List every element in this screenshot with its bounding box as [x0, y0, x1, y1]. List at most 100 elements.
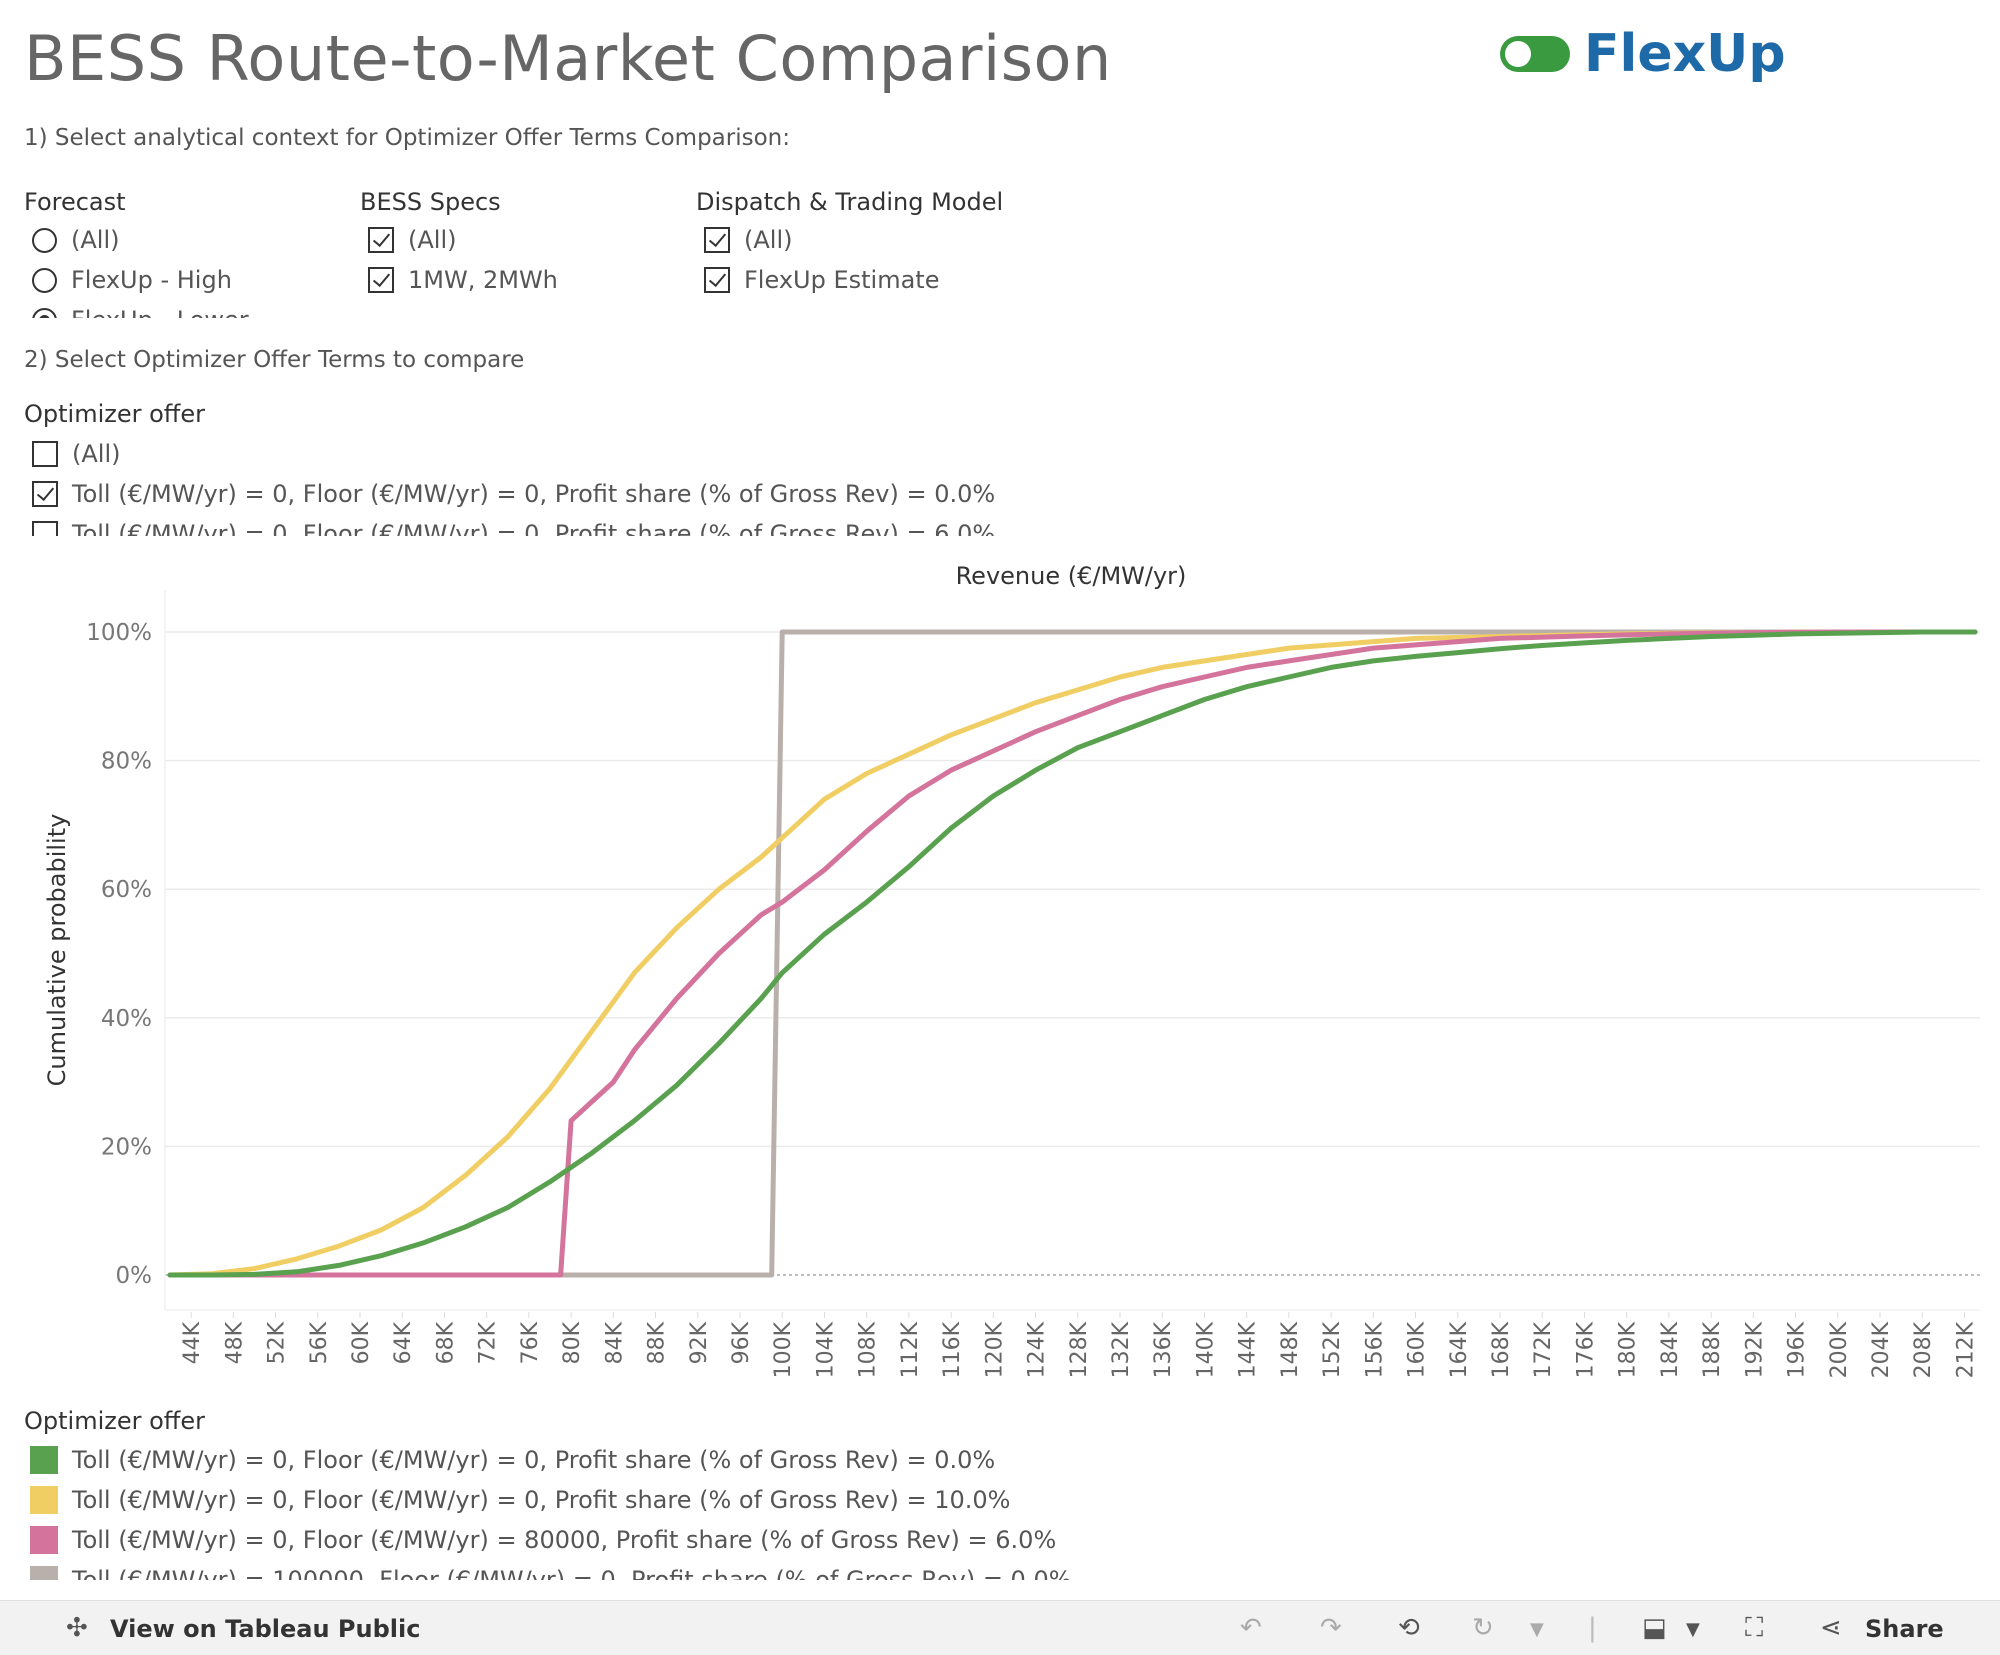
cdf-chart: 0% 20% 40% 60% 80% 100% 44K 48K 52K 56K 60K 64K 68K 7…	[43, 562, 1980, 1378]
forecast-option[interactable]: (All)	[32, 226, 119, 254]
page-title: BESS Route-to-Market Comparison	[24, 22, 1112, 95]
forecast-option[interactable]: FlexUp - High	[32, 266, 232, 294]
y-tick-label: 80%	[101, 749, 152, 775]
x-tick-label: 88K	[645, 1321, 670, 1364]
checkbox-icon[interactable]	[32, 521, 58, 536]
x-tick-label: 156K	[1362, 1321, 1387, 1378]
forecast-option[interactable]: FlexUp - Lower	[32, 306, 249, 318]
legend-swatch	[30, 1486, 58, 1514]
offer-option[interactable]: (All)	[32, 440, 120, 468]
share-button[interactable]: Share	[1865, 1615, 1944, 1643]
x-tick-label: 80K	[560, 1321, 585, 1364]
x-tick-label: 60K	[349, 1321, 374, 1364]
forecast-filter-title: Forecast	[24, 188, 126, 216]
checkbox-checked-icon[interactable]	[32, 481, 58, 507]
chart-title: Revenue (€/MW/yr)	[956, 562, 1187, 590]
revert-icon[interactable]: ⟲	[1398, 1613, 1420, 1643]
x-tick-label: 208K	[1911, 1321, 1936, 1378]
checkbox-checked-icon[interactable]	[704, 267, 730, 293]
legend-item[interactable]: Toll (€/MW/yr) = 0, Floor (€/MW/yr) = 0,…	[30, 1446, 995, 1474]
offer-option[interactable]: Toll (€/MW/yr) = 0, Floor (€/MW/yr) = 0,…	[32, 520, 995, 536]
pause-dropdown-icon[interactable]: ▼	[1530, 1619, 1544, 1640]
radio-icon[interactable]	[32, 227, 57, 253]
x-tick-label: 148K	[1278, 1321, 1303, 1378]
series-line[interactable]	[167, 629, 1978, 1278]
x-tick-label: 160K	[1405, 1321, 1430, 1378]
undo-icon[interactable]: ↶	[1240, 1613, 1262, 1643]
x-tick-label: 44K	[180, 1321, 205, 1364]
radio-icon[interactable]	[32, 267, 57, 293]
y-tick-label: 0%	[116, 1263, 153, 1289]
specs-option[interactable]: 1MW, 2MWh	[368, 266, 558, 294]
logo-text: FlexUp	[1584, 24, 1786, 84]
x-tick-label: 188K	[1700, 1321, 1725, 1378]
y-axis-label: Cumulative probability	[43, 814, 71, 1087]
x-tick-label: 176K	[1573, 1321, 1598, 1378]
x-tick-label: 200K	[1827, 1321, 1852, 1378]
redo-icon[interactable]: ↷	[1320, 1613, 1342, 1643]
legend-swatch	[30, 1566, 58, 1580]
x-tick-label: 100K	[771, 1321, 796, 1378]
x-tick-label: 112K	[898, 1321, 923, 1378]
x-tick-label: 108K	[856, 1321, 881, 1378]
checkbox-icon[interactable]	[32, 441, 58, 467]
dispatch-filter-title: Dispatch & Trading Model	[696, 188, 1004, 216]
view-on-tableau-link[interactable]: View on Tableau Public	[110, 1615, 421, 1643]
x-tick-label: 172K	[1531, 1321, 1556, 1378]
x-tick-label: 92K	[687, 1321, 712, 1364]
x-tick-label: 184K	[1658, 1321, 1683, 1378]
forecast-filter: (All) FlexUp - High FlexUp - Lower	[30, 222, 350, 318]
y-tick-label: 40%	[101, 1006, 152, 1032]
offer-filter: (All) Toll (€/MW/yr) = 0, Floor (€/MW/yr…	[30, 436, 1030, 536]
download-icon[interactable]: ⬓	[1642, 1613, 1667, 1643]
tableau-toolbar: ✣ View on Tableau Public ↶ ↷ ⟲ ↻ ▼ | ⬓ ▼…	[0, 1600, 2000, 1655]
share-icon[interactable]: ⋖	[1820, 1613, 1842, 1643]
y-tick-label: 20%	[101, 1134, 152, 1160]
x-tick-label: 84K	[602, 1321, 627, 1364]
legend-item[interactable]: Toll (€/MW/yr) = 100000, Floor (€/MW/yr)…	[30, 1566, 1072, 1580]
x-tick-label: 140K	[1193, 1321, 1218, 1378]
offer-filter-title: Optimizer offer	[24, 400, 205, 428]
download-dropdown-icon[interactable]: ▼	[1686, 1619, 1700, 1640]
legend-item[interactable]: Toll (€/MW/yr) = 0, Floor (€/MW/yr) = 0,…	[30, 1486, 1010, 1514]
legend-swatch	[30, 1526, 58, 1554]
x-tick-label: 116K	[940, 1321, 965, 1378]
x-tick-label: 204K	[1869, 1321, 1894, 1378]
x-tick-label: 72K	[476, 1321, 501, 1364]
radio-selected-icon[interactable]	[32, 307, 57, 318]
y-tick-label: 60%	[101, 877, 152, 903]
flexup-logo: FlexUp	[1500, 28, 1786, 80]
x-tick-label: 212K	[1953, 1321, 1978, 1378]
x-tick-label: 192K	[1742, 1321, 1767, 1378]
legend-item[interactable]: Toll (€/MW/yr) = 0, Floor (€/MW/yr) = 80…	[30, 1526, 1056, 1554]
toggle-icon	[1500, 36, 1570, 72]
dispatch-option[interactable]: FlexUp Estimate	[704, 266, 939, 294]
tableau-logo-icon[interactable]: ✣	[66, 1613, 88, 1643]
x-tick-label: 168K	[1489, 1321, 1514, 1378]
step1-instruction: 1) Select analytical context for Optimiz…	[24, 125, 790, 151]
fullscreen-icon[interactable]: ⛶	[1745, 1613, 1764, 1643]
x-tick-label: 120K	[982, 1321, 1007, 1378]
series-line[interactable]	[167, 629, 1978, 1278]
x-tick-label: 128K	[1067, 1321, 1092, 1378]
legend-swatch	[30, 1446, 58, 1474]
x-tick-label: 52K	[265, 1321, 290, 1364]
checkbox-checked-icon[interactable]	[368, 227, 394, 253]
offer-option[interactable]: Toll (€/MW/yr) = 0, Floor (€/MW/yr) = 0,…	[32, 480, 995, 508]
specs-option[interactable]: (All)	[368, 226, 456, 254]
x-tick-label: 104K	[813, 1321, 838, 1378]
x-tick-label: 152K	[1320, 1321, 1345, 1378]
refresh-icon[interactable]: ↻	[1472, 1613, 1494, 1643]
step2-instruction: 2) Select Optimizer Offer Terms to compa…	[24, 347, 525, 373]
y-tick-label: 100%	[86, 620, 152, 646]
checkbox-checked-icon[interactable]	[704, 227, 730, 253]
series-line[interactable]	[167, 629, 1978, 1278]
x-tick-label: 96K	[729, 1321, 754, 1364]
x-tick-label: 132K	[1109, 1321, 1134, 1378]
x-tick-label: 180K	[1616, 1321, 1641, 1378]
dispatch-option[interactable]: (All)	[704, 226, 792, 254]
x-tick-label: 76K	[518, 1321, 543, 1364]
checkbox-checked-icon[interactable]	[368, 267, 394, 293]
x-tick-label: 48K	[222, 1321, 247, 1364]
legend-title: Optimizer offer	[24, 1407, 205, 1435]
